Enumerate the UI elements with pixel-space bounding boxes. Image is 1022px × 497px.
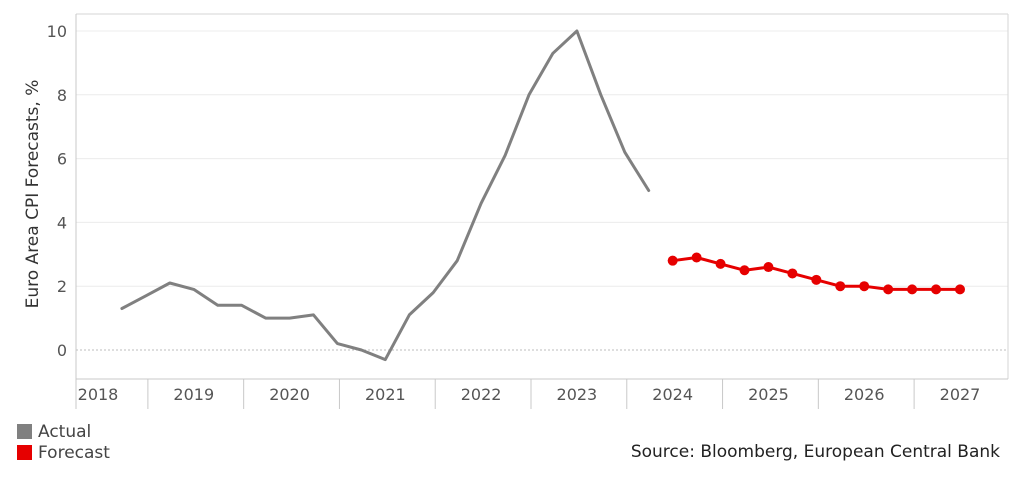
legend: Actual Forecast: [17, 421, 110, 463]
data-point-forecast: [763, 262, 774, 273]
legend-label-forecast: Forecast: [38, 442, 110, 463]
plot-frame: [75, 13, 1009, 409]
source-note: Source: Bloomberg, European Central Bank: [630, 442, 1000, 462]
data-point-forecast: [787, 268, 798, 279]
data-point-forecast: [883, 284, 894, 295]
data-point-forecast: [691, 252, 702, 263]
x-tick-label: 2018: [78, 385, 119, 404]
y-tick-label: 8: [57, 86, 67, 105]
legend-label-actual: Actual: [38, 421, 92, 442]
x-tick-label: 2026: [844, 385, 885, 404]
data-point-forecast: [667, 255, 678, 266]
x-tick-label: 2019: [173, 385, 214, 404]
x-tick-label: 2021: [365, 385, 406, 404]
y-axis: 0 2 4 6 8 10: [47, 22, 67, 360]
x-tick-label: 2023: [557, 385, 598, 404]
x-tick-label: 2024: [652, 385, 693, 404]
data-point-forecast: [907, 284, 918, 295]
series-line-actual: [120, 29, 651, 362]
legend-item-forecast: Forecast: [17, 442, 110, 463]
data-point-forecast: [715, 258, 726, 269]
data-point-forecast: [859, 281, 870, 292]
legend-item-actual: Actual: [17, 421, 110, 442]
x-axis: 2018 2019 2020 2021 2022 2023 2024 2025 2026 2027: [78, 379, 981, 409]
x-tick-label: 2025: [748, 385, 789, 404]
legend-swatch-actual: [17, 424, 32, 439]
data-point-forecast: [955, 284, 965, 295]
x-tick-label: 2022: [461, 385, 502, 404]
y-axis-label: Euro Area CPI Forecasts, %: [23, 80, 43, 309]
data-point-forecast: [811, 274, 822, 285]
legend-swatch-forecast: [17, 445, 32, 460]
y-tick-label: 0: [57, 341, 67, 360]
gridlines: [76, 30, 1008, 351]
x-tick-label: 2020: [269, 385, 310, 404]
y-tick-label: 2: [57, 277, 67, 296]
x-tick-label: 2027: [940, 385, 981, 404]
y-tick-label: 6: [57, 150, 67, 169]
series-group: [120, 29, 965, 362]
y-tick-label: 10: [47, 22, 67, 41]
y-tick-label: 4: [57, 213, 67, 232]
data-point-forecast: [835, 281, 846, 292]
data-point-forecast: [931, 284, 942, 295]
data-point-forecast: [739, 265, 750, 276]
